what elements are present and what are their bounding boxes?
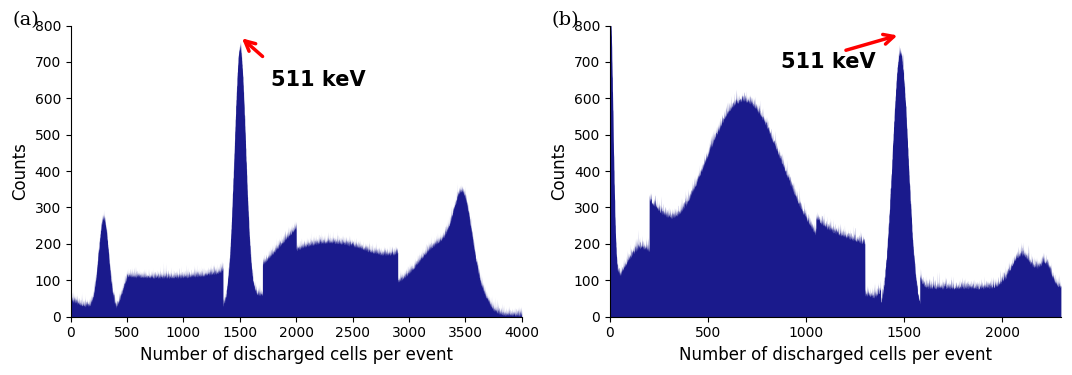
X-axis label: Number of discharged cells per event: Number of discharged cells per event — [679, 346, 992, 364]
Text: 511 keV: 511 keV — [780, 52, 875, 72]
Text: (a): (a) — [12, 11, 39, 29]
X-axis label: Number of discharged cells per event: Number of discharged cells per event — [139, 346, 452, 364]
Text: 511 keV: 511 keV — [271, 70, 366, 90]
Y-axis label: Counts: Counts — [550, 142, 568, 200]
Y-axis label: Counts: Counts — [11, 142, 29, 200]
Text: (b): (b) — [551, 11, 579, 29]
